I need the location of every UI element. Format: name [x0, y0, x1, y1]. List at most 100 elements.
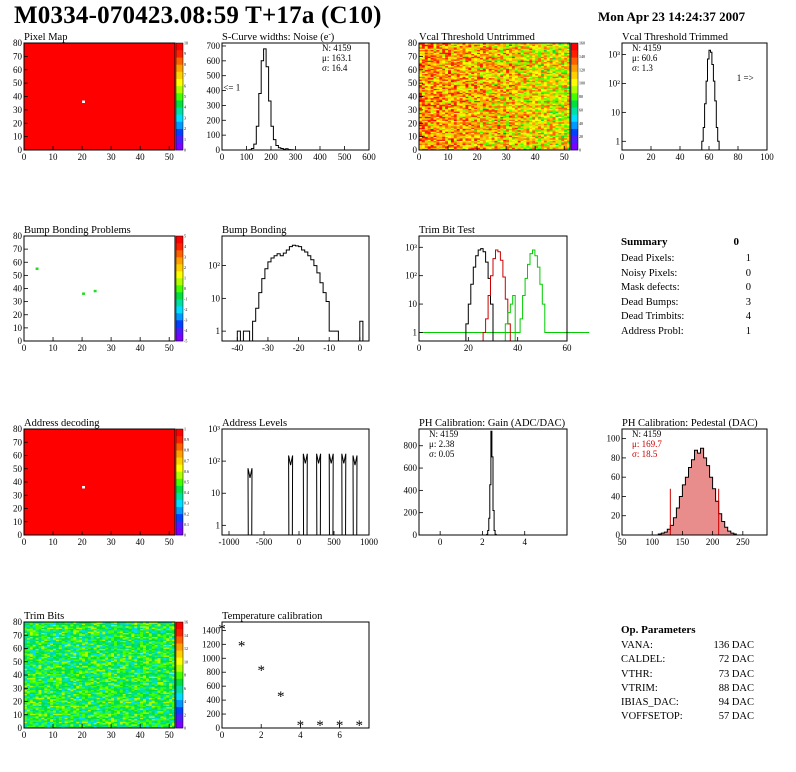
heatmap-cell: [511, 52, 516, 55]
heatmap-cell: [488, 57, 492, 60]
heatmap-cell: [448, 132, 452, 135]
heatmap-cell: [503, 59, 507, 61]
heatmap-cell: [485, 92, 490, 95]
heatmap-cell: [517, 115, 522, 117]
heatmap-cell: [494, 96, 498, 99]
heatmap-cell: [555, 85, 559, 88]
heatmap-cell: [465, 85, 469, 88]
heatmap-cell: [520, 56, 524, 59]
heatmap-cell: [526, 93, 530, 96]
x-tick-label: 0: [297, 537, 302, 547]
heatmap-cell: [561, 83, 565, 85]
heatmap-cell: [433, 105, 437, 108]
heatmap-cell: [535, 140, 539, 143]
heatmap-cell: [427, 61, 432, 64]
heatmap-cell: [555, 77, 559, 80]
heatmap-cell: [552, 107, 556, 109]
heatmap-cell: [567, 85, 571, 88]
heatmap-cell: [561, 53, 565, 56]
heatmap-cell: [474, 120, 478, 123]
heatmap-cell: [421, 65, 426, 68]
heatmap-cell: [430, 52, 434, 55]
heatmap-cell: [471, 104, 475, 107]
heatmap-cell: [436, 127, 440, 129]
heatmap-cell: [523, 99, 527, 101]
heatmap-cell: [427, 80, 432, 83]
heatmap-cell: [555, 113, 559, 116]
heatmap-cell: [540, 145, 545, 148]
heatmap-cell: [26, 624, 31, 627]
heatmap-cell: [26, 701, 31, 704]
heatmap-cell: [491, 116, 495, 119]
heatmap-cell: [419, 139, 423, 142]
heatmap-cell: [540, 76, 545, 79]
heatmap-cell: [482, 71, 487, 73]
heatmap-cell: [35, 657, 39, 660]
heatmap-cell: [538, 136, 542, 139]
heatmap-cell: [448, 101, 452, 104]
heatmap-cell: [29, 632, 34, 635]
heatmap-cell: [506, 59, 510, 61]
heatmap-cell: [526, 83, 530, 85]
heatmap-cell: [479, 104, 484, 107]
heatmap-cell: [471, 88, 475, 91]
heatmap-cell: [511, 124, 516, 127]
heatmap-cell: [436, 96, 440, 99]
heatmap-cell: [439, 115, 443, 117]
heatmap-cell: [546, 85, 551, 88]
heatmap-cell: [421, 131, 426, 134]
heatmap-cell: [503, 83, 507, 85]
heatmap-cell: [488, 117, 492, 120]
heatmap-cell: [439, 96, 443, 99]
heatmap-cell: [26, 706, 31, 709]
heatmap-cell: [500, 103, 504, 105]
heatmap-cell: [494, 60, 498, 63]
heatmap-cell: [430, 51, 434, 53]
heatmap-cell: [514, 135, 519, 138]
heatmap-cell: [459, 108, 463, 111]
heatmap-cell: [459, 60, 463, 63]
heatmap-cell: [526, 79, 530, 81]
heatmap-cell: [32, 700, 37, 702]
heatmap-cell: [485, 124, 490, 127]
heatmap-cell: [35, 645, 39, 648]
heatmap-cell: [506, 49, 510, 52]
heatmap-cell: [459, 57, 463, 60]
heatmap-cell: [506, 53, 510, 56]
heatmap-cell: [535, 44, 539, 47]
heatmap-cell: [555, 147, 559, 150]
heatmap-cell: [509, 107, 513, 109]
heatmap-cell: [488, 133, 492, 136]
heatmap-cell: [529, 96, 533, 99]
heatmap-cell: [535, 147, 539, 150]
heatmap-cell: [427, 131, 432, 134]
heatmap-cell: [24, 718, 28, 721]
heatmap-cell: [424, 115, 429, 117]
heatmap-cell: [468, 59, 472, 61]
heatmap-cell: [500, 135, 504, 138]
heatmap-cell: [442, 120, 446, 123]
heatmap-cell: [471, 60, 475, 63]
heatmap-cell: [453, 65, 458, 68]
heatmap-cell: [424, 56, 429, 59]
heatmap-cell: [558, 125, 562, 128]
heatmap-cell: [471, 129, 475, 132]
heatmap-cell: [468, 119, 472, 121]
heatmap-cell: [500, 48, 504, 51]
heatmap-cell: [555, 109, 559, 112]
heatmap-cell: [474, 59, 478, 61]
heatmap-cell: [433, 65, 437, 68]
y-tick-label: 100: [207, 130, 221, 140]
heatmap-cell: [532, 89, 536, 92]
heatmap-cell: [491, 139, 495, 142]
heatmap-cell: [523, 92, 527, 95]
heatmap-cell: [488, 141, 492, 144]
heatmap-cell: [421, 76, 426, 79]
heatmap-cell: [459, 96, 463, 99]
colorbar-segment: [176, 436, 183, 444]
heatmap-cell: [32, 652, 37, 655]
heatmap-cell: [24, 653, 28, 656]
heatmap-cell: [567, 147, 571, 150]
heatmap-cell: [474, 47, 478, 49]
heatmap-cell: [503, 137, 507, 140]
